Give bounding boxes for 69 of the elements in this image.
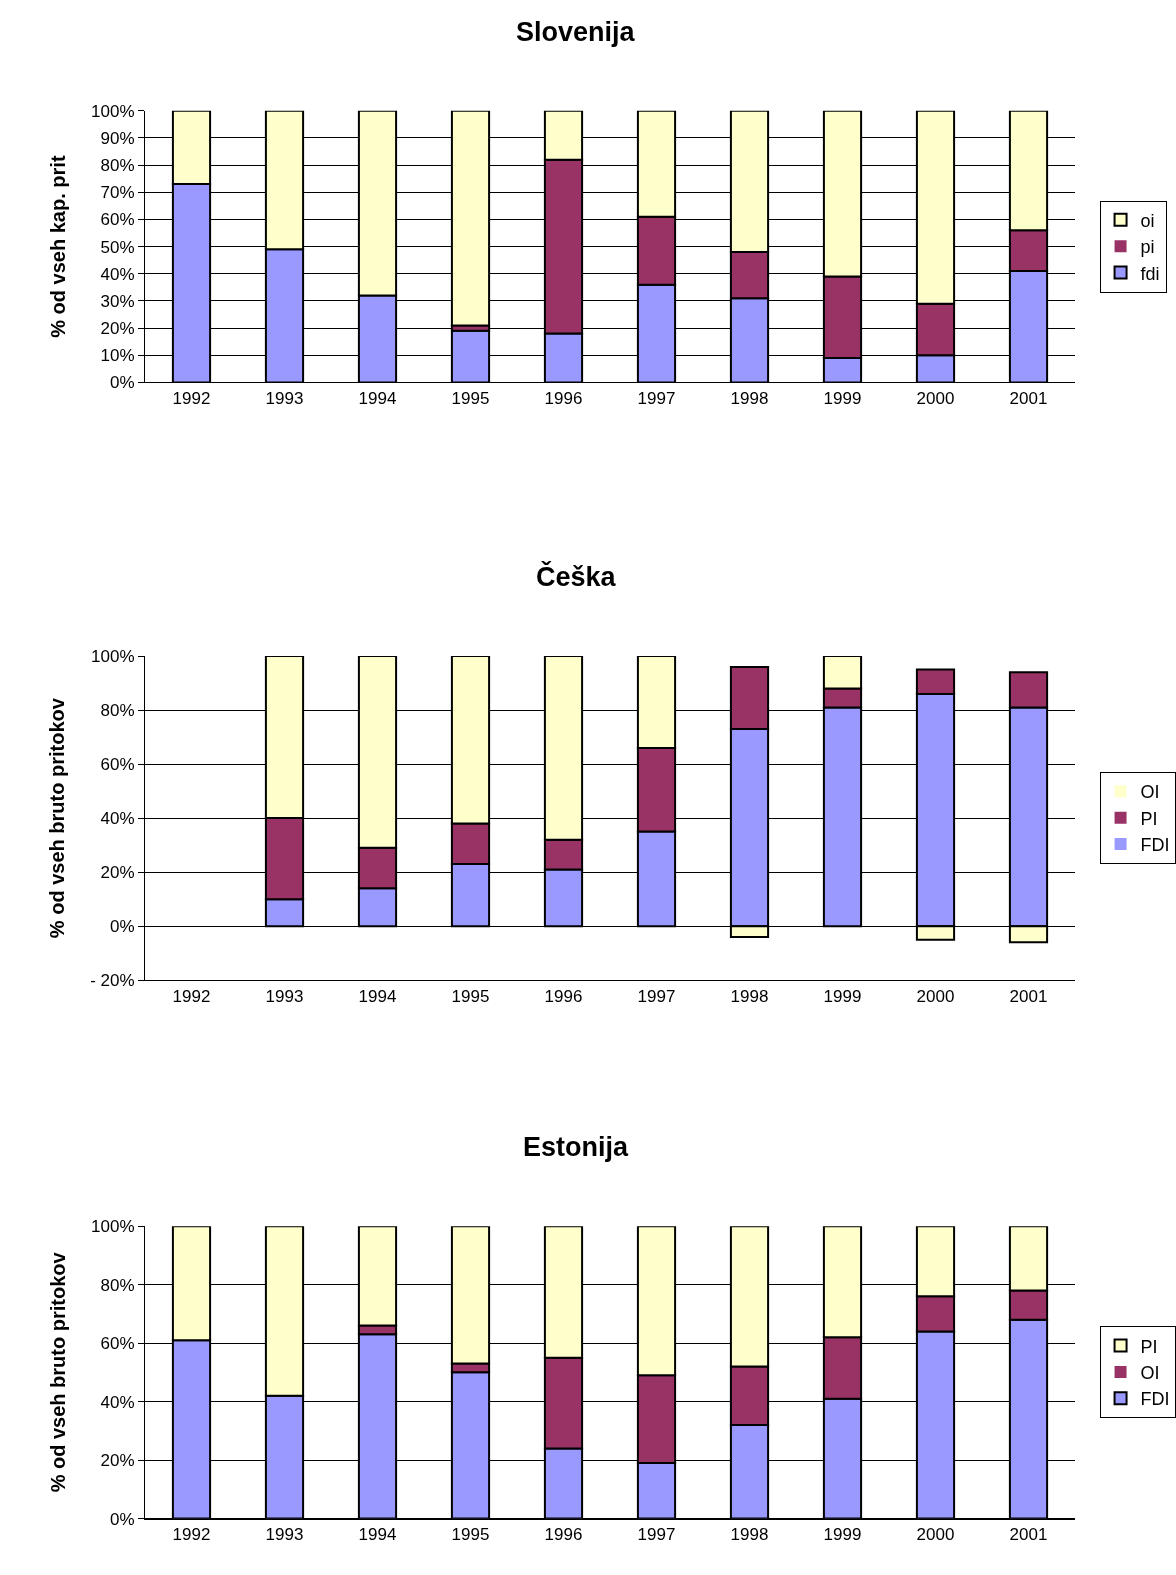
y-tick-label: - 20% bbox=[90, 971, 135, 991]
x-tick-label: 1997 bbox=[637, 1524, 676, 1544]
x-tick-label: 2000 bbox=[916, 986, 955, 1006]
x-tick-label: 1992 bbox=[172, 986, 211, 1006]
y-tick-label: 40% bbox=[100, 1392, 135, 1412]
y-tick-label: 50% bbox=[100, 237, 135, 257]
x-tick-label: 1997 bbox=[637, 986, 676, 1006]
legend-label: PI bbox=[1140, 1336, 1158, 1357]
x-tick-label: 1996 bbox=[544, 986, 583, 1006]
x-tick-label: 1994 bbox=[358, 986, 397, 1006]
x-tick-label: 2000 bbox=[916, 1524, 955, 1544]
y-tick-label: 60% bbox=[100, 755, 135, 775]
x-tick-label: 1996 bbox=[544, 388, 583, 408]
x-tick-label: 2001 bbox=[1009, 986, 1048, 1006]
y-tick-label: 10% bbox=[100, 346, 135, 366]
x-tick-label: 1995 bbox=[451, 388, 490, 408]
y-tick-label: 20% bbox=[100, 319, 135, 339]
y-axis-title: % od vseh bruto pritokov bbox=[45, 697, 68, 939]
y-tick-label: 80% bbox=[100, 1275, 135, 1295]
x-tick-label: 2001 bbox=[1009, 1524, 1048, 1544]
x-tick-label: 1996 bbox=[544, 1524, 583, 1544]
y-tick-label: 100% bbox=[91, 1217, 135, 1237]
y-tick-label: 0% bbox=[110, 373, 135, 393]
y-tick-label: 20% bbox=[100, 863, 135, 883]
legend-label: pi bbox=[1140, 237, 1155, 258]
y-axis-title: % od vseh bruto pritokov bbox=[46, 1251, 69, 1493]
y-tick-label: 70% bbox=[100, 183, 135, 203]
y-axis-title: % od vseh kap. prit bbox=[46, 155, 69, 338]
x-tick-label: 1995 bbox=[451, 986, 490, 1006]
chart-title: Slovenija bbox=[516, 17, 636, 47]
legend-label: PI bbox=[1140, 808, 1158, 829]
y-tick-label: 100% bbox=[91, 101, 135, 121]
legend-label: fdi bbox=[1140, 263, 1160, 284]
y-tick-label: 80% bbox=[100, 701, 135, 721]
chart-title: Estonija bbox=[523, 1132, 629, 1162]
x-tick-label: 1999 bbox=[823, 388, 862, 408]
y-tick-label: 0% bbox=[110, 1509, 135, 1529]
legend-label: OI bbox=[1140, 782, 1160, 803]
legend-label: FDI bbox=[1140, 1389, 1170, 1410]
x-tick-label: 1998 bbox=[730, 986, 769, 1006]
legend-label: oi bbox=[1140, 210, 1155, 231]
x-tick-label: 2000 bbox=[916, 388, 955, 408]
y-tick-label: 20% bbox=[100, 1451, 135, 1471]
y-tick-label: 90% bbox=[100, 128, 135, 148]
x-tick-label: 1993 bbox=[265, 388, 304, 408]
y-tick-label: 30% bbox=[100, 291, 135, 311]
x-tick-label: 1995 bbox=[451, 1524, 490, 1544]
y-tick-label: 0% bbox=[110, 917, 135, 937]
x-tick-label: 1999 bbox=[823, 986, 862, 1006]
y-tick-label: 40% bbox=[100, 264, 135, 284]
y-tick-label: 40% bbox=[100, 809, 135, 829]
x-tick-label: 2001 bbox=[1009, 388, 1048, 408]
x-tick-label: 1998 bbox=[730, 1524, 769, 1544]
x-tick-label: 1993 bbox=[265, 986, 304, 1006]
x-tick-label: 1992 bbox=[172, 388, 211, 408]
x-tick-label: 1998 bbox=[730, 388, 769, 408]
x-tick-label: 1992 bbox=[172, 1524, 211, 1544]
chart-title: Češka bbox=[536, 561, 617, 592]
y-tick-label: 60% bbox=[100, 1334, 135, 1354]
y-tick-label: 100% bbox=[91, 647, 135, 667]
y-tick-label: 60% bbox=[100, 210, 135, 230]
x-tick-label: 1999 bbox=[823, 1524, 862, 1544]
x-tick-label: 1993 bbox=[265, 1524, 304, 1544]
y-tick-label: 80% bbox=[100, 156, 135, 176]
x-tick-label: 1994 bbox=[358, 388, 397, 408]
legend-label: FDI bbox=[1140, 835, 1170, 856]
legend-label: OI bbox=[1140, 1362, 1160, 1383]
x-tick-label: 1997 bbox=[637, 388, 676, 408]
x-tick-label: 1994 bbox=[358, 1524, 397, 1544]
